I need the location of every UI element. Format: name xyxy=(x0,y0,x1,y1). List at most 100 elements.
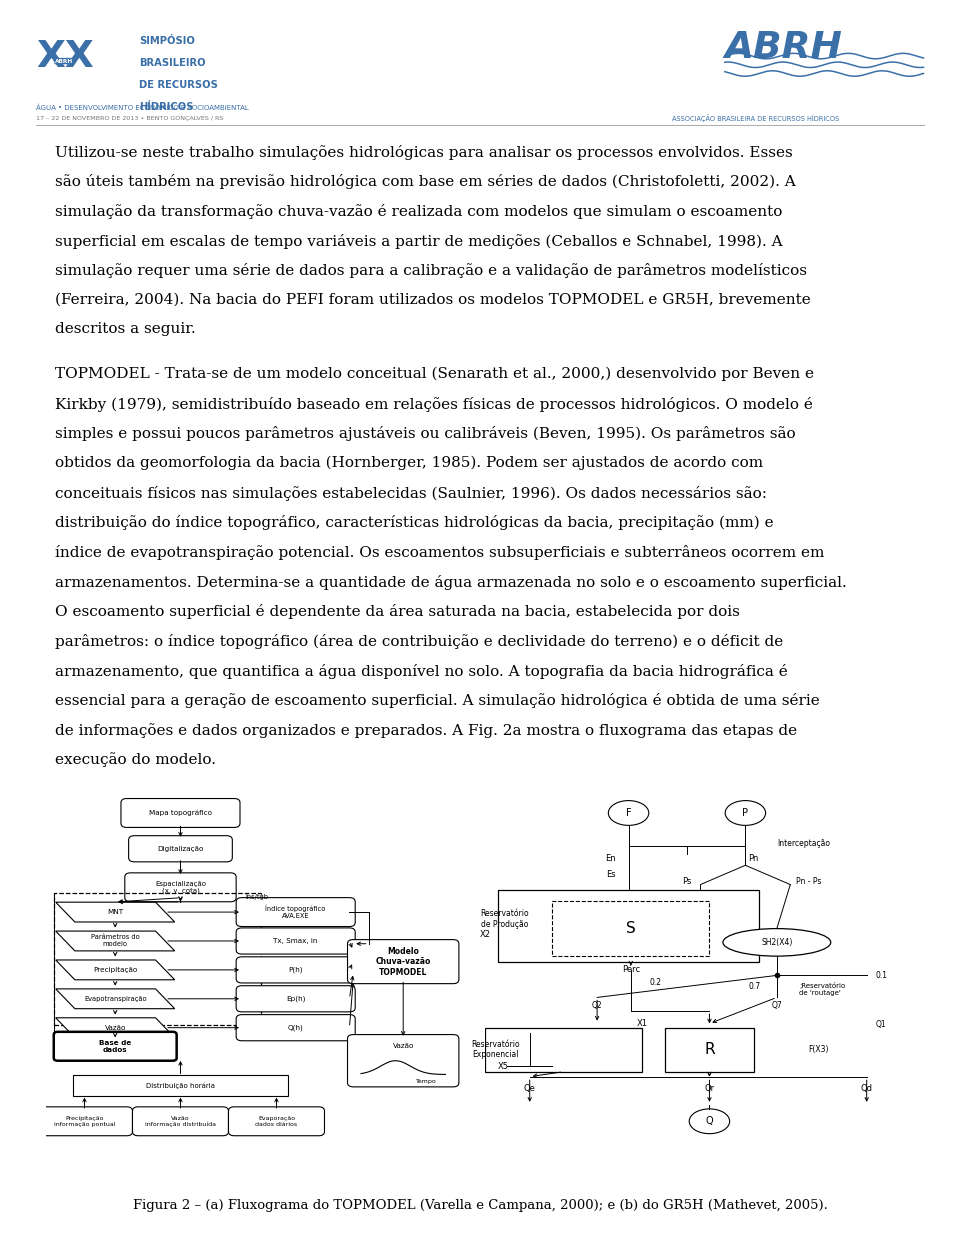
Text: SIMPÓSIO: SIMPÓSIO xyxy=(139,36,195,46)
Text: descritos a seguir.: descritos a seguir. xyxy=(55,323,196,336)
Text: índice de evapotranspiração potencial. Os escoamentos subsuperficiais e subterrâ: índice de evapotranspiração potencial. O… xyxy=(55,545,824,559)
Text: MNT: MNT xyxy=(108,910,123,915)
Text: superficial em escalas de tempo variáveis a partir de medições (Ceballos e Schna: superficial em escalas de tempo variávei… xyxy=(55,233,782,248)
Text: XX: XX xyxy=(36,39,94,75)
FancyBboxPatch shape xyxy=(132,1106,228,1136)
Text: são úteis também na previsão hidrológica com base em séries de dados (Christofol: são úteis também na previsão hidrológica… xyxy=(55,174,796,189)
Polygon shape xyxy=(56,959,175,979)
Text: Parâmetros do
modelo: Parâmetros do modelo xyxy=(91,934,139,947)
FancyBboxPatch shape xyxy=(73,1075,288,1095)
FancyBboxPatch shape xyxy=(498,890,758,962)
Text: essencial para a geração de escoamento superficial. A simulação hidrológica é ob: essencial para a geração de escoamento s… xyxy=(55,693,820,708)
Text: O escoamento superficial é dependente da área saturada na bacia, estabelecida po: O escoamento superficial é dependente da… xyxy=(55,604,739,619)
Text: Vazão: Vazão xyxy=(105,1024,126,1030)
Text: Tx, Smax, in: Tx, Smax, in xyxy=(274,938,318,944)
Text: Kirkby (1979), semidistribuído baseado em relações físicas de processos hidrológ: Kirkby (1979), semidistribuído baseado e… xyxy=(55,396,812,411)
Text: Tempo: Tempo xyxy=(416,1079,437,1084)
Text: Qe: Qe xyxy=(524,1084,536,1093)
FancyBboxPatch shape xyxy=(236,897,355,927)
Polygon shape xyxy=(56,989,175,1009)
Text: Precipitação: Precipitação xyxy=(93,967,137,973)
Text: HÍDRICOS: HÍDRICOS xyxy=(139,102,194,112)
Text: Mapa topográfico: Mapa topográfico xyxy=(149,810,212,816)
Polygon shape xyxy=(56,1018,175,1038)
Text: armazenamento, que quantifica a água disponível no solo. A topografia da bacia h: armazenamento, que quantifica a água dis… xyxy=(55,664,787,679)
Text: Evapotranspiração: Evapotranspiração xyxy=(84,996,147,1002)
FancyBboxPatch shape xyxy=(236,1014,355,1040)
Text: BRASILEIRO: BRASILEIRO xyxy=(139,59,205,69)
Text: Interceptação: Interceptação xyxy=(777,839,829,847)
Text: Q1: Q1 xyxy=(876,1020,886,1029)
Text: Q2: Q2 xyxy=(591,1002,603,1011)
FancyBboxPatch shape xyxy=(236,986,355,1012)
Text: simulação da transformação chuva-vazão é realizada com modelos que simulam o esc: simulação da transformação chuva-vazão é… xyxy=(55,204,782,219)
Text: execução do modelo.: execução do modelo. xyxy=(55,753,216,768)
Text: 17 – 22 DE NOVEMBRO DE 2013 • BENTO GONÇALVES / RS: 17 – 22 DE NOVEMBRO DE 2013 • BENTO GONÇ… xyxy=(36,116,224,121)
Text: obtidos da geomorfologia da bacia (Hornberger, 1985). Podem ser ajustados de aco: obtidos da geomorfologia da bacia (Hornb… xyxy=(55,456,763,471)
Text: Ins/tgb: Ins/tgb xyxy=(246,893,269,900)
Text: TOPMODEL - Trata-se de um modelo conceitual (Senarath et al., 2000,) desenvolvid: TOPMODEL - Trata-se de um modelo conceit… xyxy=(55,368,814,381)
FancyBboxPatch shape xyxy=(485,1028,642,1072)
Text: Pn: Pn xyxy=(749,854,758,863)
FancyBboxPatch shape xyxy=(664,1028,755,1072)
Text: ÁGUA • DESENVOLVIMENTO ECONÔMICO E SOCIOAMBIENTAL: ÁGUA • DESENVOLVIMENTO ECONÔMICO E SOCIO… xyxy=(36,105,250,111)
Text: parâmetros: o índice topográfico (área de contribuição e declividade do terreno): parâmetros: o índice topográfico (área d… xyxy=(55,634,783,649)
Text: ABRH: ABRH xyxy=(55,59,74,64)
Text: X1: X1 xyxy=(636,1019,648,1028)
Text: F: F xyxy=(626,807,632,817)
Text: 0.2: 0.2 xyxy=(650,978,661,987)
Text: F(X3): F(X3) xyxy=(808,1045,828,1054)
Text: Pn - Ps: Pn - Ps xyxy=(796,877,821,886)
FancyBboxPatch shape xyxy=(348,1034,459,1087)
Text: Evaporação
dados diários: Evaporação dados diários xyxy=(255,1116,298,1126)
Text: DE RECURSOS: DE RECURSOS xyxy=(139,80,218,90)
Text: Q(h): Q(h) xyxy=(288,1024,303,1030)
Text: Utilizou-se neste trabalho simulações hidrológicas para analisar os processos en: Utilizou-se neste trabalho simulações hi… xyxy=(55,145,792,159)
Text: Qr: Qr xyxy=(705,1084,714,1093)
Text: simulação requer uma série de dados para a calibração e a validação de parâmetro: simulação requer uma série de dados para… xyxy=(55,263,806,278)
Text: Qd: Qd xyxy=(861,1084,873,1093)
Text: Q: Q xyxy=(706,1116,713,1126)
Text: Perc: Perc xyxy=(622,966,640,974)
Text: ASSOCIAÇÃO BRASILEIRA DE RECURSOS HÍDRICOS: ASSOCIAÇÃO BRASILEIRA DE RECURSOS HÍDRIC… xyxy=(672,115,839,122)
Text: SH2(X4): SH2(X4) xyxy=(761,938,793,947)
Text: (Ferreira, 2004). Na bacia do PEFI foram utilizados os modelos TOPMODEL e GR5H, : (Ferreira, 2004). Na bacia do PEFI foram… xyxy=(55,293,810,307)
Text: armazenamentos. Determina-se a quantidade de água armazenada no solo e o escoame: armazenamentos. Determina-se a quantidad… xyxy=(55,574,847,589)
Text: Índice topográfico
AVA.EXE: Índice topográfico AVA.EXE xyxy=(266,905,325,920)
Text: distribuição do índice topográfico, características hidrológicas da bacia, preci: distribuição do índice topográfico, cara… xyxy=(55,516,774,531)
Polygon shape xyxy=(56,902,175,922)
Text: En: En xyxy=(606,854,616,863)
Text: Ps: Ps xyxy=(683,877,691,886)
Text: S: S xyxy=(626,921,636,936)
Text: 0.1: 0.1 xyxy=(876,971,888,979)
Text: conceituais físicos nas simulações estabelecidas (Saulnier, 1996). Os dados nece: conceituais físicos nas simulações estab… xyxy=(55,486,767,501)
Ellipse shape xyxy=(723,928,830,956)
Text: Vazão: Vazão xyxy=(393,1043,414,1049)
Text: P: P xyxy=(742,807,749,817)
FancyBboxPatch shape xyxy=(228,1106,324,1136)
FancyBboxPatch shape xyxy=(54,1032,177,1060)
FancyBboxPatch shape xyxy=(236,957,355,983)
Polygon shape xyxy=(56,931,175,951)
FancyBboxPatch shape xyxy=(236,928,355,954)
Text: de informações e dados organizados e preparados. A Fig. 2a mostra o fluxograma d: de informações e dados organizados e pre… xyxy=(55,723,797,738)
Text: Precipitação
informação pontual: Precipitação informação pontual xyxy=(54,1116,115,1126)
Text: Modelo
Chuva-vazão
TOPMODEL: Modelo Chuva-vazão TOPMODEL xyxy=(375,947,431,977)
Text: Digitalização: Digitalização xyxy=(157,846,204,852)
Text: Q7: Q7 xyxy=(772,1002,782,1011)
Text: Base de
dados: Base de dados xyxy=(99,1040,132,1053)
Text: X2: X2 xyxy=(479,930,491,938)
FancyBboxPatch shape xyxy=(121,799,240,827)
FancyBboxPatch shape xyxy=(552,901,709,956)
Text: Vazão
informação distribuída: Vazão informação distribuída xyxy=(145,1115,216,1126)
Text: Es: Es xyxy=(606,871,615,880)
Text: Distribuição horária: Distribuição horária xyxy=(146,1083,215,1089)
Text: Figura 2 – (a) Fluxograma do TOPMODEL (Varella e Campana, 2000); e (b) do GR5H (: Figura 2 – (a) Fluxograma do TOPMODEL (V… xyxy=(132,1199,828,1211)
Text: Reservatório
Exponencial: Reservatório Exponencial xyxy=(471,1040,520,1059)
Text: Reservatório
de Produção: Reservatório de Produção xyxy=(480,910,529,928)
FancyBboxPatch shape xyxy=(348,939,459,983)
Text: ABRH: ABRH xyxy=(725,30,843,66)
FancyBboxPatch shape xyxy=(125,873,236,902)
Text: ;Reservatório
de 'routage': ;Reservatório de 'routage' xyxy=(800,982,846,996)
Text: R: R xyxy=(704,1042,715,1057)
